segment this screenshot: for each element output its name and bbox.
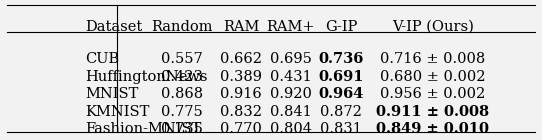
Text: Dataset: Dataset [85, 20, 142, 34]
Text: 0.389: 0.389 [221, 70, 262, 84]
Text: Fashion-MNIST: Fashion-MNIST [85, 122, 201, 136]
Text: 0.775: 0.775 [161, 105, 203, 119]
Text: MNIST: MNIST [85, 87, 138, 101]
Text: KMNIST: KMNIST [85, 105, 150, 119]
Text: 0.770: 0.770 [221, 122, 262, 136]
Text: G-IP: G-IP [325, 20, 357, 34]
Text: 0.831: 0.831 [320, 122, 362, 136]
Text: 0.804: 0.804 [270, 122, 312, 136]
Text: 0.557: 0.557 [161, 52, 203, 66]
Text: RAM+: RAM+ [267, 20, 315, 34]
Text: 0.920: 0.920 [270, 87, 312, 101]
Text: CUB: CUB [85, 52, 119, 66]
Text: V-IP (Ours): V-IP (Ours) [392, 20, 474, 34]
Text: 0.736: 0.736 [318, 52, 364, 66]
Text: 0.849 ± 0.010: 0.849 ± 0.010 [376, 122, 489, 136]
Text: 0.916: 0.916 [221, 87, 262, 101]
Text: RAM: RAM [223, 20, 260, 34]
Text: 0.956 ± 0.002: 0.956 ± 0.002 [380, 87, 486, 101]
Text: HuffingtonNews: HuffingtonNews [85, 70, 208, 84]
Text: 0.872: 0.872 [320, 105, 362, 119]
Text: 0.662: 0.662 [221, 52, 262, 66]
Text: 0.832: 0.832 [221, 105, 262, 119]
Text: 0.868: 0.868 [161, 87, 203, 101]
Text: 0.735: 0.735 [161, 122, 203, 136]
Text: 0.680 ± 0.002: 0.680 ± 0.002 [380, 70, 486, 84]
Text: 0.841: 0.841 [270, 105, 312, 119]
Text: 0.431: 0.431 [270, 70, 312, 84]
Text: 0.691: 0.691 [318, 70, 364, 84]
Text: 0.964: 0.964 [318, 87, 364, 101]
Text: Random: Random [151, 20, 213, 34]
Text: 0.911 ± 0.008: 0.911 ± 0.008 [376, 105, 489, 119]
Text: 0.716 ± 0.008: 0.716 ± 0.008 [380, 52, 486, 66]
Text: 0.695: 0.695 [270, 52, 312, 66]
Text: 0.423: 0.423 [161, 70, 203, 84]
